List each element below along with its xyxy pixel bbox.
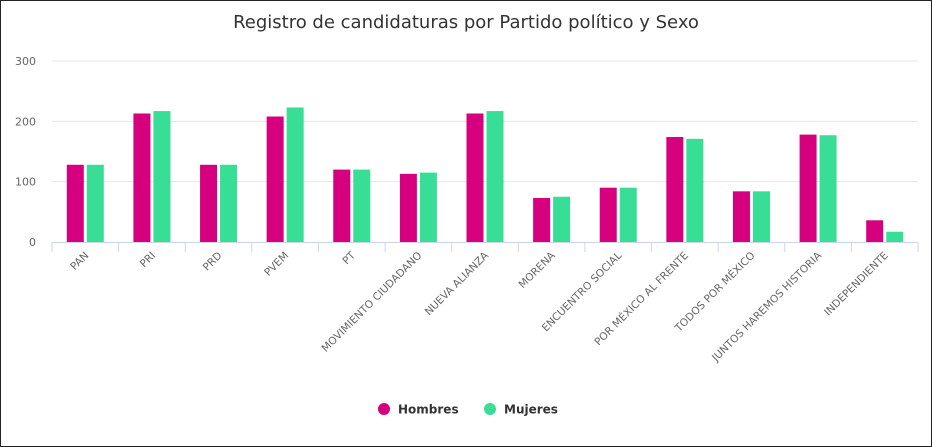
legend-item-mujeres[interactable]: Mujeres (484, 403, 558, 417)
x-tick-label: MOVIMIENTO CIUDADANO (320, 250, 425, 355)
bar-mujeres[interactable] (86, 164, 104, 242)
bar-hombres[interactable] (799, 134, 817, 242)
legend-marker (378, 403, 390, 415)
legend-label: Mujeres (504, 403, 558, 417)
bar-hombres[interactable] (666, 137, 684, 242)
bar-mujeres[interactable] (220, 164, 238, 242)
bar-mujeres[interactable] (153, 111, 171, 243)
bar-hombres[interactable] (200, 164, 218, 242)
legend-item-hombres[interactable]: Hombres (378, 403, 459, 417)
bar-mujeres[interactable] (486, 111, 504, 243)
y-tick-label: 0 (29, 236, 36, 249)
legend-marker (484, 403, 496, 415)
bar-mujeres[interactable] (619, 187, 637, 242)
y-tick-label: 300 (15, 55, 36, 68)
bar-mujeres[interactable] (686, 138, 704, 242)
bar-mujeres[interactable] (819, 135, 837, 242)
x-tick-label: NUEVA ALIANZA (423, 249, 492, 318)
bar-hombres[interactable] (732, 191, 750, 242)
legend-label: Hombres (398, 403, 459, 417)
bar-hombres[interactable] (133, 113, 151, 243)
bar-mujeres[interactable] (353, 169, 371, 242)
bar-hombres[interactable] (599, 187, 617, 242)
x-tick-label: PRD (201, 250, 225, 274)
x-tick-label: INDEPENDIENTE (822, 250, 891, 319)
x-tick-label: MORENA (517, 249, 559, 291)
bar-mujeres[interactable] (886, 231, 904, 242)
bar-mujeres[interactable] (286, 107, 304, 242)
bar-mujeres[interactable] (752, 191, 770, 242)
bar-hombres[interactable] (866, 220, 884, 242)
bar-hombres[interactable] (333, 169, 351, 242)
bar-mujeres[interactable] (553, 196, 571, 242)
y-tick-label: 200 (15, 115, 36, 128)
bar-hombres[interactable] (399, 173, 417, 242)
bar-hombres[interactable] (466, 113, 484, 243)
x-tick-label: PAN (68, 250, 91, 273)
bar-hombres[interactable] (266, 116, 284, 242)
bar-hombres[interactable] (533, 197, 551, 242)
y-tick-label: 100 (15, 176, 36, 189)
x-tick-label: PT (340, 249, 358, 267)
x-tick-label: PRI (138, 250, 158, 270)
chart-title: Registro de candidaturas por Partido pol… (233, 12, 699, 33)
bar-mujeres[interactable] (419, 172, 437, 242)
x-tick-label: PVEM (262, 250, 291, 279)
bar-hombres[interactable] (66, 164, 84, 242)
x-tick-label: JUNTOS HAREMOS HISTORIA (709, 249, 825, 365)
